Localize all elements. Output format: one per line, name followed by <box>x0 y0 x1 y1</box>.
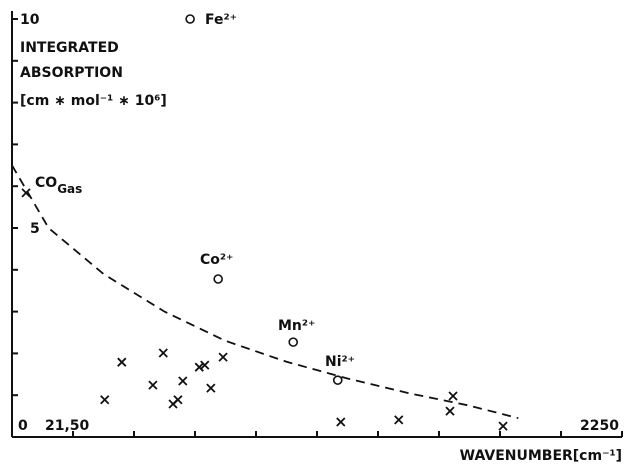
cross-point <box>218 352 228 362</box>
cross-stroke <box>445 406 455 416</box>
x-label: WAVENUMBER[cm⁻¹] <box>460 448 622 464</box>
annotation-text: Fe²⁺ <box>205 12 237 28</box>
annotation: Co²⁺ <box>200 252 233 268</box>
annotation: Mn²⁺ <box>278 318 315 334</box>
y-tick-label: 5 <box>30 221 40 237</box>
circle-point <box>185 14 195 24</box>
cross-stroke <box>206 383 216 393</box>
cross-point <box>200 360 210 370</box>
cross-stroke <box>100 395 110 405</box>
annotation-text: Mn²⁺ <box>278 318 315 334</box>
cross-point <box>448 391 458 401</box>
cross-stroke <box>178 376 188 386</box>
cross-point <box>445 406 455 416</box>
y-label: INTEGRATED <box>20 40 119 56</box>
annotation-text: CO <box>35 175 57 191</box>
cross-point <box>498 421 508 431</box>
circle-point <box>332 375 343 385</box>
cross-stroke <box>200 360 210 370</box>
cross-point <box>148 380 158 390</box>
cross-stroke <box>336 417 346 427</box>
x-tick-label: 21,50 <box>45 418 90 434</box>
annotation: Fe²⁺ <box>205 12 237 28</box>
cross-point <box>100 395 110 405</box>
cross-point <box>117 357 127 367</box>
cross-point <box>173 395 183 405</box>
annotation-text: Ni²⁺ <box>325 354 355 370</box>
y-tick-label: 0 <box>18 418 28 434</box>
cross-point <box>194 362 204 372</box>
cross-point <box>336 417 346 427</box>
cross-stroke <box>448 391 458 401</box>
cross-stroke <box>117 357 127 367</box>
annotation-sub: Gas <box>57 182 82 196</box>
x-tick-label: 2250 <box>580 418 619 434</box>
circle-point <box>288 337 299 347</box>
cross-stroke <box>158 348 168 358</box>
annotation: COGas <box>35 175 82 196</box>
cross-stroke <box>394 415 404 425</box>
y-label: ABSORPTION <box>20 65 123 81</box>
cross-stroke <box>194 362 204 372</box>
cross-point <box>206 383 216 393</box>
cross-stroke <box>173 395 183 405</box>
cross-point <box>158 348 168 358</box>
cross-stroke <box>21 188 31 198</box>
annotation: Ni²⁺ <box>325 354 355 370</box>
cross-point <box>394 415 404 425</box>
fit-curve <box>11 164 519 420</box>
cross-stroke <box>498 421 508 431</box>
y-tick-label: 10 <box>20 12 40 28</box>
cross-stroke <box>148 380 158 390</box>
cross-point <box>178 376 188 386</box>
cross-stroke <box>218 352 228 362</box>
annotation-text: Co²⁺ <box>200 252 233 268</box>
y-label: [cm ∗ mol⁻¹ ∗ 10⁶] <box>20 93 167 109</box>
circle-point <box>213 274 223 284</box>
